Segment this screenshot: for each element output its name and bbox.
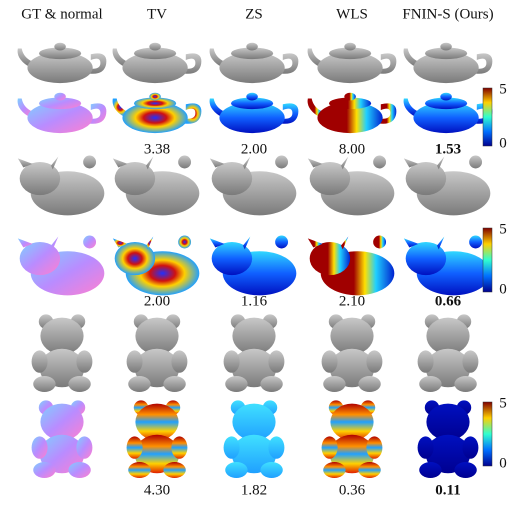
colorbar-label: 5 xyxy=(499,221,507,237)
gray-render xyxy=(113,156,199,216)
error-value: 4.30 xyxy=(144,482,170,498)
gray-render xyxy=(322,314,383,392)
gray-render xyxy=(418,314,479,392)
gray-render xyxy=(404,156,490,216)
normal-map xyxy=(18,236,104,296)
error-value: 2.00 xyxy=(241,141,267,157)
gray-render xyxy=(210,43,299,83)
error-value: 1.53 xyxy=(435,141,461,157)
column-header: WLS xyxy=(336,6,368,22)
gray-render xyxy=(18,43,107,83)
error-map xyxy=(210,93,299,133)
error-value: 0.36 xyxy=(339,482,366,498)
gray-render xyxy=(32,314,93,392)
gray-render xyxy=(18,156,104,216)
normal-map xyxy=(18,93,107,133)
error-map xyxy=(404,236,490,296)
error-value: 3.38 xyxy=(144,141,170,157)
error-value: 0.11 xyxy=(435,482,460,498)
column-header: ZS xyxy=(245,6,263,22)
error-map xyxy=(404,93,493,133)
error-map xyxy=(113,236,199,296)
colorbar-label: 0 xyxy=(499,135,507,151)
error-value: 1.16 xyxy=(241,293,268,309)
gray-render xyxy=(113,43,202,83)
error-map xyxy=(308,236,394,296)
colorbar xyxy=(483,402,492,466)
gray-render xyxy=(127,314,188,392)
colorbar xyxy=(483,88,492,146)
error-value: 8.00 xyxy=(339,141,365,157)
gray-render xyxy=(308,43,397,83)
figure: GT & normal TV ZS WLS FNIN-S (Ours) 3.38 2.00 8… xyxy=(0,0,513,506)
colorbar-label: 5 xyxy=(499,81,507,97)
error-map xyxy=(308,93,397,133)
error-map xyxy=(113,93,202,133)
colorbar-label: 0 xyxy=(499,281,507,297)
normal-map xyxy=(32,400,93,478)
error-value: 2.00 xyxy=(144,293,170,309)
gray-render xyxy=(404,43,493,83)
error-map xyxy=(127,400,188,478)
colorbar xyxy=(483,228,492,292)
column-header: GT & normal xyxy=(21,6,102,22)
error-value: 2.10 xyxy=(339,293,365,309)
colorbar-label: 0 xyxy=(499,455,507,471)
gray-render xyxy=(210,156,296,216)
error-map xyxy=(322,400,383,478)
error-value: 1.82 xyxy=(241,482,267,498)
error-map xyxy=(210,236,296,296)
gray-render xyxy=(224,314,285,392)
column-header: FNIN-S (Ours) xyxy=(402,6,493,22)
error-value: 0.66 xyxy=(435,293,462,309)
colorbar-label: 5 xyxy=(499,395,507,411)
gray-render xyxy=(308,156,394,216)
column-header: TV xyxy=(147,6,167,22)
error-map xyxy=(224,400,285,478)
error-map xyxy=(418,400,479,478)
